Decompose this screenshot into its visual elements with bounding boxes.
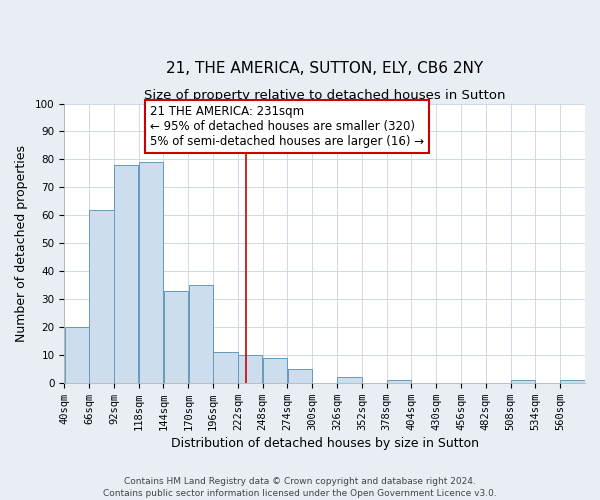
Bar xyxy=(560,380,585,383)
Text: 21 THE AMERICA: 231sqm
← 95% of detached houses are smaller (320)
5% of semi-det: 21 THE AMERICA: 231sqm ← 95% of detached… xyxy=(150,105,424,148)
Bar xyxy=(387,380,411,383)
Title: Size of property relative to detached houses in Sutton: Size of property relative to detached ho… xyxy=(144,90,505,102)
Bar xyxy=(287,369,312,383)
Bar xyxy=(214,352,238,383)
Text: Contains HM Land Registry data © Crown copyright and database right 2024.
Contai: Contains HM Land Registry data © Crown c… xyxy=(103,476,497,498)
Bar xyxy=(511,380,535,383)
Text: 21, THE AMERICA, SUTTON, ELY, CB6 2NY: 21, THE AMERICA, SUTTON, ELY, CB6 2NY xyxy=(166,60,483,76)
X-axis label: Distribution of detached houses by size in Sutton: Distribution of detached houses by size … xyxy=(170,437,479,450)
Bar xyxy=(263,358,287,383)
Bar xyxy=(188,285,213,383)
Bar xyxy=(139,162,163,383)
Bar xyxy=(114,165,139,383)
Y-axis label: Number of detached properties: Number of detached properties xyxy=(15,144,28,342)
Bar xyxy=(65,327,89,383)
Bar xyxy=(238,355,262,383)
Bar xyxy=(164,290,188,383)
Bar xyxy=(89,210,113,383)
Bar xyxy=(337,377,362,383)
